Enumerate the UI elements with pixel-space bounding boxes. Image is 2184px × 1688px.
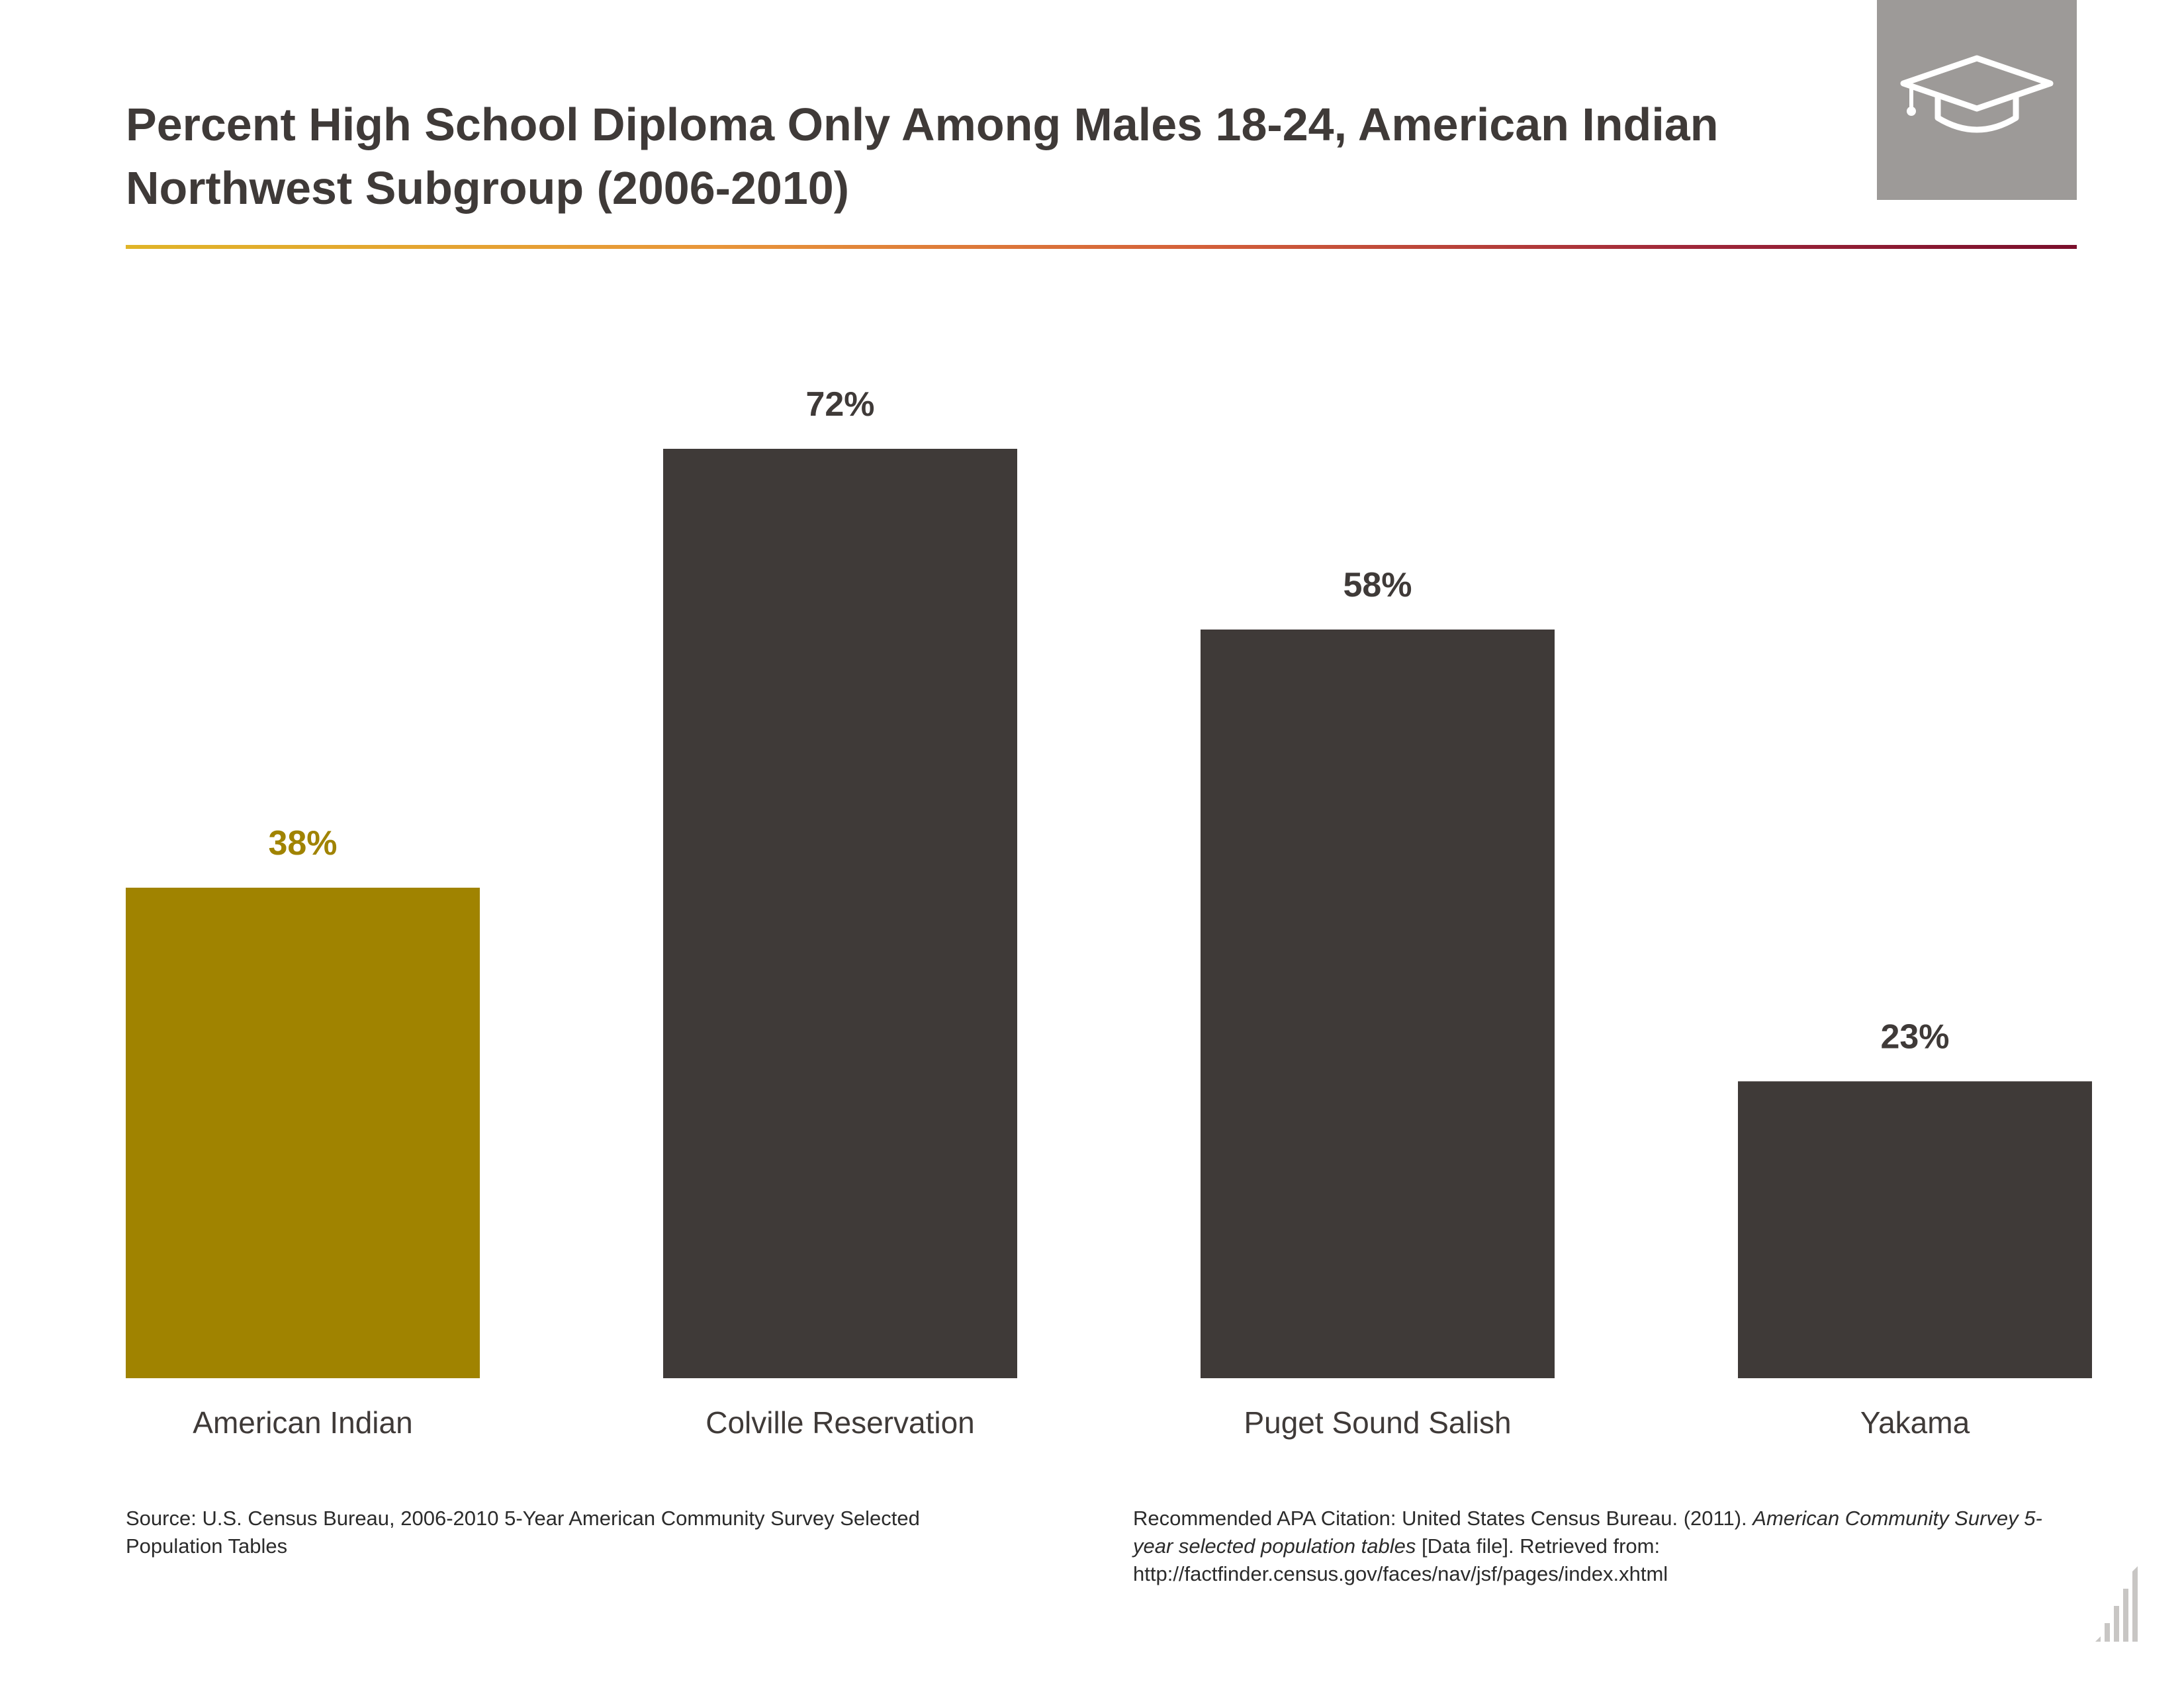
graduation-cap-icon <box>1877 0 2077 200</box>
citation-suffix: [Data file]. Retrieved from: http://fact… <box>1133 1534 1668 1585</box>
page-title: Percent High School Diploma Only Among M… <box>126 93 1820 220</box>
bar-chart: 38% American Indian 72% Colville Reservatio… <box>126 385 2092 1440</box>
category-label: Colville Reservation <box>705 1405 975 1440</box>
value-label: 23% <box>1880 1018 1949 1056</box>
value-label: 72% <box>805 385 874 424</box>
title-line-1: Percent High School Diploma Only Among M… <box>126 99 1719 150</box>
bar-logo-icon <box>2095 1566 2138 1642</box>
citation-italic: American Community Survey 5-year selecte… <box>1133 1507 2042 1558</box>
citation-note: Recommended APA Citation: United States … <box>1133 1505 2079 1588</box>
bar-yakama <box>1738 1081 2092 1378</box>
title-divider <box>126 245 2077 249</box>
source-note: Source: U.S. Census Bureau, 2006-2010 5-… <box>126 1507 920 1558</box>
citation-prefix: Recommended APA Citation: United States … <box>1133 1507 1753 1530</box>
title-line-2: Northwest Subgroup (2006-2010) <box>126 162 849 214</box>
category-label: American Indian <box>193 1405 412 1440</box>
bar-american-indian <box>126 888 480 1378</box>
value-label: 58% <box>1343 566 1412 604</box>
category-label: Puget Sound Salish <box>1244 1405 1511 1440</box>
bar-puget-sound-salish <box>1201 630 1555 1378</box>
value-label: 38% <box>268 824 337 863</box>
category-label: Yakama <box>1860 1405 1970 1440</box>
bar-colville-reservation <box>663 449 1017 1378</box>
